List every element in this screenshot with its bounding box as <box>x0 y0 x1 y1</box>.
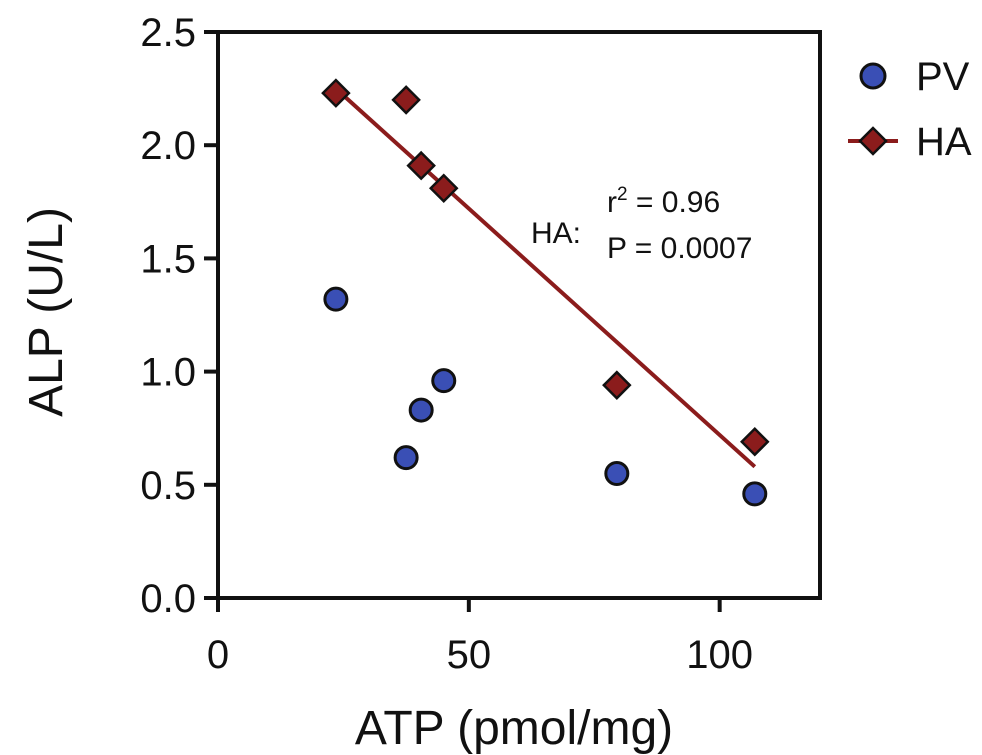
regression-annotation: HA: r2 = 0.96 P = 0.0007 <box>531 184 752 265</box>
pv-data-point <box>431 368 457 394</box>
pv-data-point <box>323 286 349 312</box>
ha-data-point <box>406 150 436 181</box>
ha-data-point <box>428 173 459 203</box>
ha-data-point <box>740 427 770 457</box>
ha-regression-line <box>334 87 757 469</box>
ha-data-point <box>602 370 632 400</box>
x-tick-label: 100 <box>686 633 753 677</box>
pv-data-point <box>742 481 768 507</box>
legend-ha-marker <box>858 126 888 156</box>
y-axis-title: ALP (U/L) <box>20 207 73 417</box>
y-tick-label: 2.0 <box>140 124 196 168</box>
y-tick-label: 1.5 <box>140 237 196 281</box>
plot-frame <box>216 30 822 600</box>
annotation-r2-value: = 0.96 <box>628 186 721 219</box>
y-tick-label: 0.5 <box>140 464 196 508</box>
annotation-r2: r2 = 0.96 <box>607 184 720 219</box>
y-axis-ticks: 0.0 0.5 1.0 1.5 2.0 2.5 <box>140 11 218 621</box>
x-tick-label: 50 <box>447 633 492 677</box>
legend: PV HA <box>848 55 972 164</box>
legend-pv-marker <box>859 62 887 90</box>
y-tick-label: 2.5 <box>140 11 196 55</box>
pv-data-point <box>393 445 419 471</box>
pv-data-point <box>408 397 434 423</box>
y-tick-label: 0.0 <box>140 577 196 621</box>
legend-pv-label: PV <box>916 55 970 99</box>
pv-data-point <box>604 460 630 486</box>
x-axis-title: ATP (pmol/mg) <box>355 702 673 755</box>
y-tick-label: 1.0 <box>140 351 196 395</box>
ha-data-point <box>391 85 421 115</box>
annotation-p: P = 0.0007 <box>607 232 752 265</box>
annotation-prefix: HA: <box>531 217 581 250</box>
x-axis-ticks: 0 50 100 <box>207 598 753 677</box>
ha-data-point <box>321 78 351 108</box>
annotation-r2-sup: 2 <box>617 184 628 205</box>
data-points <box>321 78 770 507</box>
annotation-r2-base: r <box>607 186 617 219</box>
x-tick-label: 0 <box>207 633 229 677</box>
legend-ha-label: HA <box>916 120 972 164</box>
